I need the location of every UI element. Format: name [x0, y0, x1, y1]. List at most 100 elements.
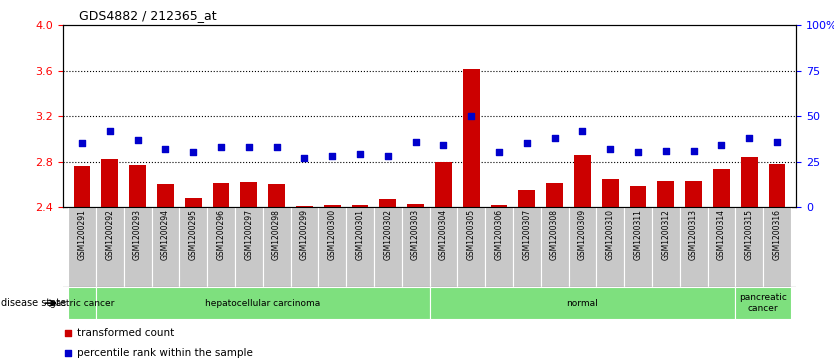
Text: disease state: disease state: [1, 298, 66, 308]
Text: GSM1200302: GSM1200302: [384, 209, 392, 260]
Point: [158, 146, 172, 152]
Text: GSM1200311: GSM1200311: [634, 209, 642, 260]
Bar: [519, 190, 535, 207]
Bar: [379, 199, 396, 207]
Bar: [736, 287, 791, 319]
Point: [103, 128, 117, 134]
Bar: [319, 207, 346, 287]
Text: GSM1200315: GSM1200315: [745, 209, 754, 260]
Bar: [235, 207, 263, 287]
Point: [298, 155, 311, 161]
Text: GSM1200310: GSM1200310: [605, 209, 615, 260]
Bar: [102, 159, 118, 207]
Bar: [574, 155, 590, 207]
Bar: [736, 207, 763, 287]
Text: GSM1200314: GSM1200314: [717, 209, 726, 260]
Bar: [96, 287, 430, 319]
Point: [437, 142, 450, 148]
Text: GSM1200292: GSM1200292: [105, 209, 114, 260]
Point: [771, 139, 784, 144]
Point: [75, 140, 88, 146]
Point: [354, 151, 367, 157]
Bar: [652, 207, 680, 287]
Bar: [346, 207, 374, 287]
Text: GSM1200305: GSM1200305: [467, 209, 475, 260]
Text: GSM1200303: GSM1200303: [411, 209, 420, 260]
Text: GSM1200297: GSM1200297: [244, 209, 254, 260]
Text: GSM1200301: GSM1200301: [355, 209, 364, 260]
Text: GDS4882 / 212365_at: GDS4882 / 212365_at: [79, 9, 217, 22]
Text: GSM1200298: GSM1200298: [272, 209, 281, 260]
Point: [715, 142, 728, 148]
Bar: [540, 207, 569, 287]
Text: GSM1200309: GSM1200309: [578, 209, 587, 260]
Text: pancreatic
cancer: pancreatic cancer: [739, 293, 787, 313]
Bar: [457, 207, 485, 287]
Point: [131, 137, 144, 143]
Bar: [490, 205, 507, 207]
Point: [659, 148, 672, 154]
Bar: [741, 157, 757, 207]
Text: GSM1200304: GSM1200304: [439, 209, 448, 260]
Point: [409, 139, 422, 144]
Text: GSM1200300: GSM1200300: [328, 209, 337, 260]
Point: [62, 330, 75, 336]
Bar: [569, 207, 596, 287]
Bar: [624, 207, 652, 287]
Text: GSM1200316: GSM1200316: [772, 209, 781, 260]
Bar: [68, 287, 96, 319]
Bar: [546, 183, 563, 207]
Point: [687, 148, 701, 154]
Point: [381, 153, 394, 159]
Text: GSM1200313: GSM1200313: [689, 209, 698, 260]
Bar: [680, 207, 707, 287]
Bar: [485, 207, 513, 287]
Point: [465, 113, 478, 119]
Bar: [430, 287, 736, 319]
Bar: [213, 183, 229, 207]
Point: [242, 144, 255, 150]
Bar: [263, 207, 290, 287]
Point: [604, 146, 617, 152]
Text: GSM1200312: GSM1200312: [661, 209, 671, 260]
Bar: [769, 164, 786, 207]
Bar: [185, 198, 202, 207]
Bar: [407, 204, 424, 207]
Text: GSM1200308: GSM1200308: [550, 209, 559, 260]
Bar: [630, 187, 646, 207]
Point: [187, 150, 200, 155]
Point: [325, 153, 339, 159]
Text: GSM1200294: GSM1200294: [161, 209, 170, 260]
Bar: [157, 184, 173, 207]
Bar: [374, 207, 402, 287]
Bar: [763, 207, 791, 287]
Bar: [73, 166, 90, 207]
Bar: [402, 207, 430, 287]
Text: normal: normal: [566, 299, 598, 307]
Bar: [657, 181, 674, 207]
Bar: [152, 207, 179, 287]
Bar: [352, 205, 369, 207]
Bar: [290, 207, 319, 287]
Text: GSM1200299: GSM1200299: [300, 209, 309, 260]
Bar: [269, 184, 285, 207]
Point: [548, 135, 561, 141]
Point: [62, 351, 75, 356]
Bar: [96, 207, 123, 287]
Point: [742, 135, 756, 141]
Bar: [713, 170, 730, 207]
Text: GSM1200306: GSM1200306: [495, 209, 504, 260]
Bar: [602, 179, 619, 207]
Point: [631, 150, 645, 155]
Bar: [707, 207, 736, 287]
Bar: [240, 182, 257, 207]
Point: [492, 150, 505, 155]
Bar: [686, 181, 702, 207]
Text: GSM1200295: GSM1200295: [188, 209, 198, 260]
Bar: [296, 206, 313, 207]
Text: gastric cancer: gastric cancer: [50, 299, 114, 307]
Bar: [596, 207, 624, 287]
Point: [575, 128, 589, 134]
Text: transformed count: transformed count: [78, 329, 174, 338]
Bar: [324, 205, 340, 207]
